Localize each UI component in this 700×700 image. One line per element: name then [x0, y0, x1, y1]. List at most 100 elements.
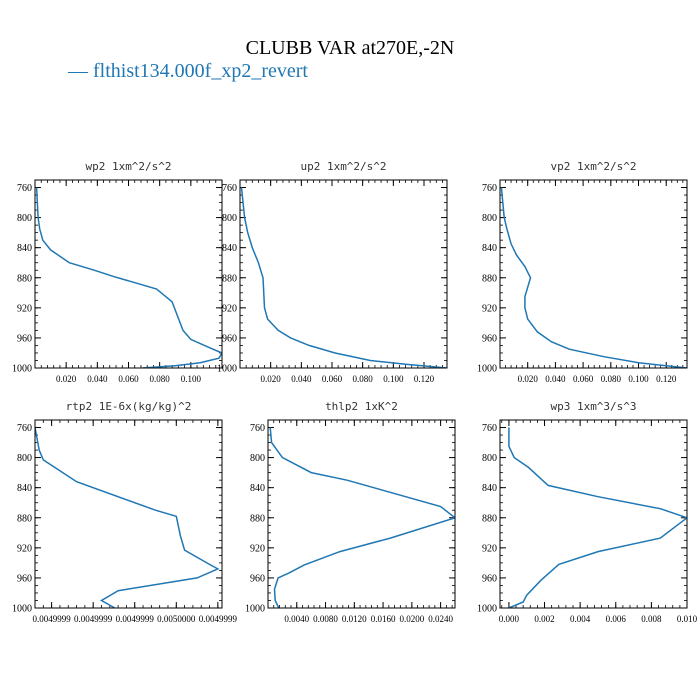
xtick-label: 0.0120: [342, 614, 367, 624]
xtick-label: 0.080: [353, 374, 374, 384]
xtick-label: 0.040: [545, 374, 566, 384]
xtick-label: 0.020: [261, 374, 282, 384]
xtick-label: 0.000: [499, 614, 520, 624]
ytick-label: 880: [482, 513, 497, 524]
xtick-label: 0.0160: [371, 614, 396, 624]
ytick-label: 800: [17, 213, 32, 224]
xtick-label: 0.002: [534, 614, 554, 624]
xtick-label: 0.120: [414, 374, 435, 384]
xtick-label: 0.100: [181, 374, 202, 384]
ytick-label: 840: [17, 483, 32, 494]
ytick-label: 1000: [477, 364, 497, 375]
ytick-label: 840: [17, 243, 32, 254]
chart-panel: vp2 1xm^2/s^2 760 800 840 880 920 960 1000 0.020…: [477, 160, 688, 384]
chart-panel: rtp2 1E-6x(kg/kg)^2 760 800 840 880 920 960 100…: [12, 400, 237, 624]
xtick-label: 0.020: [56, 374, 77, 384]
plot-frame: [267, 419, 456, 609]
ytick-label: 760: [222, 183, 237, 194]
panel-title: wp2 1xm^2/s^2: [85, 160, 171, 173]
ytick-label: 880: [250, 513, 265, 524]
series-line: [508, 427, 687, 608]
xtick-label: 0.0200: [399, 614, 424, 624]
ytick-label: 920: [482, 543, 497, 554]
xtick-label: 0.0049999: [116, 614, 155, 624]
xtick-label: 0.0240: [428, 614, 453, 624]
plot-frame: [34, 419, 223, 609]
panel-title: vp2 1xm^2/s^2: [550, 160, 636, 173]
plot-frame: [499, 419, 688, 609]
ytick-label: 800: [17, 453, 32, 464]
plot-frame: [499, 179, 688, 369]
xtick-label: 0.008: [641, 614, 662, 624]
panel-title: rtp2 1E-6x(kg/kg)^2: [66, 400, 192, 413]
ytick-label: 960: [250, 573, 265, 584]
series-line: [269, 427, 455, 608]
ytick-label: 800: [222, 213, 237, 224]
xtick-label: 0.100: [628, 374, 649, 384]
panel-title: thlp2 1xK^2: [325, 400, 398, 413]
ytick-label: 960: [482, 573, 497, 584]
series-line: [240, 187, 447, 368]
ytick-label: 840: [222, 243, 237, 254]
ytick-label: 960: [482, 333, 497, 344]
ytick-label: 920: [17, 543, 32, 554]
series-line: [35, 427, 220, 608]
ytick-label: 920: [17, 303, 32, 314]
xtick-label: 0.0049999: [74, 614, 113, 624]
xtick-label: 0.060: [322, 374, 343, 384]
plot-frame: [34, 179, 223, 369]
ytick-label: 880: [17, 273, 32, 284]
xtick-label: 0.120: [656, 374, 677, 384]
ytick-label: 1000: [12, 604, 32, 615]
ytick-label: 1000: [217, 364, 237, 375]
plot-frame: [239, 179, 448, 369]
ytick-label: 880: [222, 273, 237, 284]
chart-panel: wp2 1xm^2/s^2 760 800 840 880 920 960 1000 0.020…: [12, 160, 223, 384]
ytick-label: 760: [17, 423, 32, 434]
series-line: [35, 187, 222, 368]
panel-title: up2 1xm^2/s^2: [300, 160, 386, 173]
ytick-label: 840: [482, 483, 497, 494]
series-line: [500, 187, 687, 368]
ytick-label: 800: [482, 213, 497, 224]
ytick-label: 1000: [245, 604, 265, 615]
ytick-label: 760: [482, 183, 497, 194]
xtick-label: 0.080: [150, 374, 171, 384]
xtick-label: 0.0049999: [32, 614, 71, 624]
ytick-label: 960: [17, 573, 32, 584]
legend-entry: flthist134.000f_xp2_revert: [93, 60, 308, 82]
ytick-label: 840: [250, 483, 265, 494]
xtick-label: 0.060: [573, 374, 594, 384]
xtick-label: 0.0050000: [157, 614, 196, 624]
xtick-label: 0.040: [291, 374, 312, 384]
xtick-label: 0.0049999: [199, 614, 238, 624]
xtick-label: 0.006: [606, 614, 627, 624]
ytick-label: 960: [222, 333, 237, 344]
ytick-label: 880: [17, 513, 32, 524]
ytick-label: 880: [482, 273, 497, 284]
legend-line-marker: —: [68, 60, 88, 82]
chart-panel: thlp2 1xK^2 760 800 840 880 920 960 1000 0.0040 0…: [245, 400, 456, 624]
xtick-label: 0.010: [677, 614, 698, 624]
ytick-label: 800: [482, 453, 497, 464]
xtick-label: 0.0080: [313, 614, 338, 624]
xtick-label: 0.0040: [284, 614, 309, 624]
ytick-label: 960: [17, 333, 32, 344]
legend: — flthist134.000f_xp2_revert: [68, 60, 308, 83]
figure-title: CLUBB VAR at270E,-2N: [245, 37, 455, 59]
ytick-label: 920: [250, 543, 265, 554]
xtick-label: 0.060: [118, 374, 139, 384]
ytick-label: 1000: [477, 604, 497, 615]
ytick-label: 840: [482, 243, 497, 254]
ytick-label: 920: [222, 303, 237, 314]
ytick-label: 760: [17, 183, 32, 194]
ytick-label: 920: [482, 303, 497, 314]
chart-panel: up2 1xm^2/s^2 760 800 840 880 920 960 1000 0.020…: [217, 160, 448, 384]
xtick-label: 0.004: [570, 614, 591, 624]
panel-title: wp3 1xm^3/s^3: [550, 400, 636, 413]
xtick-label: 0.040: [87, 374, 108, 384]
xtick-label: 0.080: [601, 374, 622, 384]
chart-panel: wp3 1xm^3/s^3 760 800 840 880 920 960 10000.000…: [477, 400, 698, 624]
ytick-label: 1000: [12, 364, 32, 375]
